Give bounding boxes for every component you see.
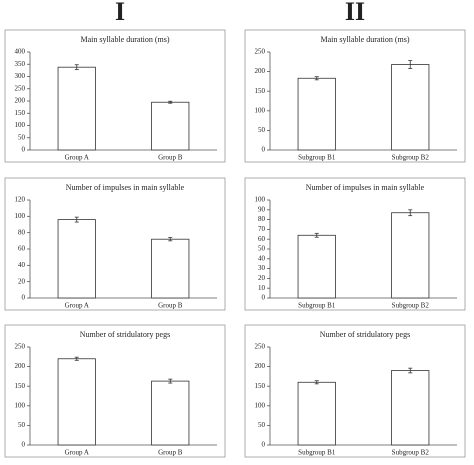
bar bbox=[151, 380, 190, 446]
chart-title: Number of stridulatory pegs bbox=[80, 330, 170, 339]
y-tick-label: 10 bbox=[258, 284, 266, 292]
y-tick-label: 250 bbox=[255, 343, 266, 351]
bar bbox=[151, 101, 190, 151]
error-bar bbox=[168, 237, 173, 242]
y-tick-label: 150 bbox=[255, 382, 266, 390]
y-tick-label: 200 bbox=[255, 362, 266, 370]
y-tick-label: 120 bbox=[15, 196, 26, 204]
y-tick-label: 200 bbox=[15, 362, 26, 370]
x-tick-label: Group B bbox=[158, 154, 183, 162]
x-tick-label: Subgroup B1 bbox=[298, 302, 336, 310]
error-bar bbox=[314, 76, 319, 81]
column-header: II bbox=[345, 0, 365, 26]
chart-title: Main syllable duration (ms) bbox=[320, 35, 409, 44]
chart-title: Number of impulses in main syllable bbox=[306, 183, 425, 192]
y-tick-label: 0 bbox=[22, 146, 26, 154]
y-tick-label: 60 bbox=[18, 245, 26, 253]
panel-frame bbox=[4, 324, 226, 458]
chart-title: Main syllable duration (ms) bbox=[80, 35, 169, 44]
x-tick-label: Subgroup B1 bbox=[298, 449, 336, 457]
y-tick-label: 150 bbox=[15, 382, 26, 390]
bar bbox=[297, 381, 336, 446]
error-bar bbox=[74, 216, 79, 223]
x-tick-label: Subgroup B2 bbox=[392, 154, 430, 162]
y-tick-label: 0 bbox=[262, 294, 266, 302]
y-tick-label: 250 bbox=[15, 84, 26, 92]
y-tick-label: 100 bbox=[15, 401, 26, 409]
y-tick-label: 60 bbox=[258, 235, 266, 243]
y-tick-label: 100 bbox=[15, 121, 26, 129]
y-tick-label: 100 bbox=[15, 212, 26, 220]
error-bar bbox=[408, 60, 413, 69]
bar bbox=[151, 238, 190, 299]
x-tick-label: Subgroup B2 bbox=[392, 302, 430, 310]
y-tick-label: 150 bbox=[15, 109, 26, 117]
panel-frame bbox=[244, 324, 466, 458]
y-tick-label: 300 bbox=[15, 72, 26, 80]
y-tick-label: 100 bbox=[255, 401, 266, 409]
x-tick-label: Group B bbox=[158, 449, 183, 457]
y-tick-label: 0 bbox=[22, 294, 26, 302]
panel-frame bbox=[244, 177, 466, 311]
y-tick-label: 350 bbox=[15, 60, 26, 68]
panel-frame bbox=[4, 29, 226, 163]
bar bbox=[391, 64, 430, 151]
y-tick-label: 50 bbox=[18, 421, 26, 429]
error-bar bbox=[314, 232, 319, 238]
y-tick-label: 30 bbox=[258, 264, 266, 272]
y-tick-label: 20 bbox=[258, 274, 266, 282]
x-tick-label: Group A bbox=[65, 302, 89, 310]
y-tick-label: 80 bbox=[18, 228, 26, 236]
y-tick-label: 90 bbox=[258, 205, 266, 213]
error-bar bbox=[408, 209, 413, 217]
y-tick-label: 80 bbox=[258, 215, 266, 223]
y-tick-label: 70 bbox=[258, 225, 266, 233]
chart-title: Number of stridulatory pegs bbox=[320, 330, 410, 339]
x-tick-label: Subgroup B2 bbox=[392, 449, 430, 457]
x-tick-label: Subgroup B1 bbox=[298, 154, 336, 162]
error-bar bbox=[168, 100, 173, 104]
column-header: I bbox=[115, 0, 125, 26]
y-tick-label: 400 bbox=[15, 48, 26, 56]
bar bbox=[391, 370, 430, 446]
y-tick-label: 0 bbox=[262, 146, 266, 154]
panel-frame bbox=[4, 177, 226, 311]
y-tick-label: 20 bbox=[18, 277, 26, 285]
y-tick-label: 50 bbox=[258, 421, 266, 429]
y-tick-label: 0 bbox=[22, 441, 26, 449]
panel-frame bbox=[244, 29, 466, 163]
x-tick-label: Group A bbox=[65, 154, 89, 162]
y-tick-label: 50 bbox=[18, 133, 26, 141]
error-bar bbox=[74, 64, 79, 71]
y-tick-label: 40 bbox=[18, 261, 26, 269]
y-tick-label: 250 bbox=[15, 343, 26, 351]
y-tick-label: 50 bbox=[258, 126, 266, 134]
y-tick-label: 250 bbox=[255, 48, 266, 56]
y-tick-label: 100 bbox=[255, 106, 266, 114]
y-tick-label: 200 bbox=[15, 97, 26, 105]
chart-title: Number of impulses in main syllable bbox=[66, 183, 185, 192]
bar bbox=[57, 219, 96, 299]
bar bbox=[297, 234, 336, 299]
y-tick-label: 150 bbox=[255, 87, 266, 95]
y-tick-label: 100 bbox=[255, 196, 266, 204]
error-bar bbox=[314, 380, 319, 385]
error-bar bbox=[168, 378, 173, 384]
y-tick-label: 200 bbox=[255, 67, 266, 75]
bar bbox=[57, 66, 96, 151]
y-tick-label: 50 bbox=[258, 245, 266, 253]
y-tick-label: 0 bbox=[262, 441, 266, 449]
bar bbox=[57, 358, 96, 446]
error-bar bbox=[408, 367, 413, 374]
bar bbox=[391, 212, 430, 299]
x-tick-label: Group B bbox=[158, 302, 183, 310]
bar bbox=[297, 77, 336, 151]
error-bar bbox=[74, 356, 79, 361]
y-tick-label: 40 bbox=[258, 254, 266, 262]
x-tick-label: Group A bbox=[65, 449, 89, 457]
